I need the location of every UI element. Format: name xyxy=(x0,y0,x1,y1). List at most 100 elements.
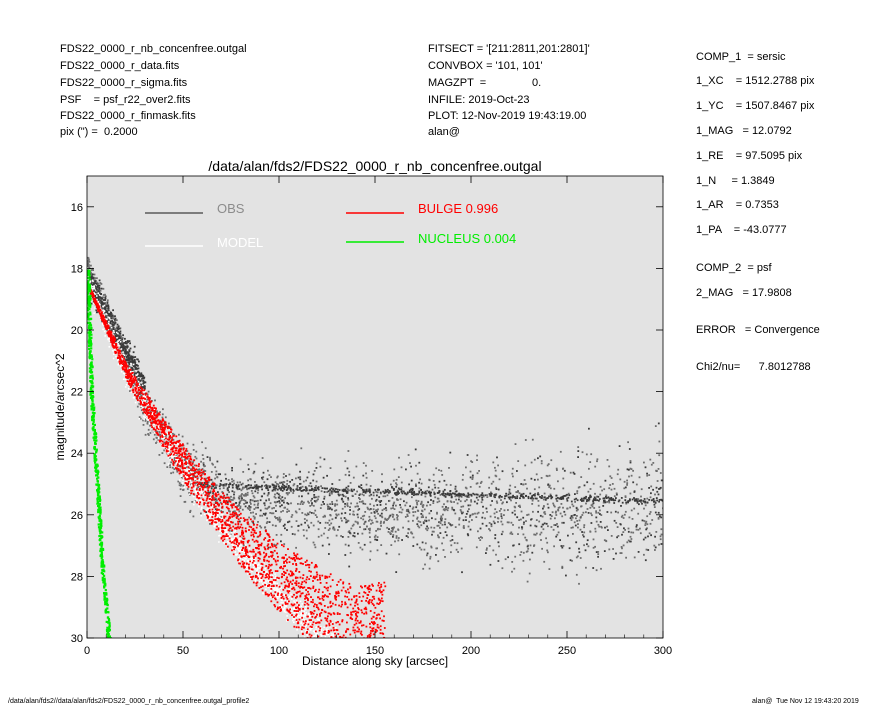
obs-point xyxy=(141,377,144,380)
obs-point xyxy=(421,514,424,517)
obs-point xyxy=(231,484,234,486)
obs-point xyxy=(503,514,505,516)
obs-point xyxy=(429,504,432,506)
model-point xyxy=(142,395,144,398)
obs-point xyxy=(290,516,293,518)
model-point xyxy=(131,371,134,373)
obs-point xyxy=(170,461,173,464)
obs-point xyxy=(508,497,511,500)
obs-point xyxy=(623,487,626,490)
obs-point xyxy=(121,338,123,341)
obs-point xyxy=(416,543,419,546)
obs-point xyxy=(295,477,297,480)
obs-point xyxy=(278,516,281,519)
obs-point xyxy=(585,511,587,514)
obs-point xyxy=(627,530,630,533)
obs-point xyxy=(396,514,398,516)
obs-point xyxy=(142,386,144,389)
obs-point xyxy=(161,416,164,419)
obs-point xyxy=(160,442,163,445)
obs-point xyxy=(501,470,504,473)
obs-point xyxy=(599,509,601,512)
obs-point xyxy=(470,494,473,497)
obs-point xyxy=(124,342,127,345)
obs-point xyxy=(87,263,89,266)
obs-point xyxy=(114,328,117,330)
obs-point xyxy=(449,539,452,542)
obs-point xyxy=(238,488,241,490)
obs-point xyxy=(398,456,400,459)
obs-point xyxy=(627,468,630,471)
obs-point xyxy=(516,495,519,498)
obs-point xyxy=(627,441,629,444)
obs-point xyxy=(282,510,284,512)
obs-point xyxy=(214,466,217,469)
model-point xyxy=(249,564,252,566)
model-point xyxy=(232,539,234,541)
obs-point xyxy=(658,499,661,501)
model-point xyxy=(148,395,150,397)
obs-point xyxy=(98,290,100,292)
obs-point xyxy=(513,509,516,512)
obs-point xyxy=(437,536,440,538)
obs-point xyxy=(112,323,114,326)
obs-point xyxy=(202,509,205,511)
obs-point xyxy=(401,492,404,495)
obs-point xyxy=(222,487,225,489)
obs-point xyxy=(495,553,497,556)
model-point xyxy=(120,356,123,359)
bulge-point xyxy=(166,425,169,428)
model-point xyxy=(220,518,222,521)
obs-point xyxy=(215,473,217,476)
obs-point xyxy=(446,526,449,529)
obs-point xyxy=(101,300,103,303)
obs-point xyxy=(391,530,394,533)
obs-point xyxy=(336,490,338,493)
obs-point xyxy=(561,566,564,569)
obs-point xyxy=(422,516,424,518)
obs-point xyxy=(495,488,498,490)
obs-point xyxy=(493,522,496,525)
obs-point xyxy=(294,533,296,536)
model-point xyxy=(304,614,306,617)
model-point xyxy=(212,503,214,506)
model-point xyxy=(214,517,217,519)
obs-point xyxy=(444,493,447,495)
model-point xyxy=(234,553,237,556)
obs-point xyxy=(99,289,102,292)
obs-point xyxy=(374,534,377,537)
model-point xyxy=(193,503,195,506)
obs-point xyxy=(555,494,558,497)
model-point xyxy=(120,348,123,350)
model-point xyxy=(312,630,315,632)
model-point xyxy=(235,536,237,538)
model-point xyxy=(326,641,328,643)
obs-point xyxy=(228,523,231,526)
model-point xyxy=(332,644,334,646)
model-point xyxy=(334,620,337,622)
obs-point xyxy=(492,480,495,483)
obs-point xyxy=(397,490,399,493)
obs-point xyxy=(143,381,146,383)
obs-point xyxy=(600,567,602,570)
obs-point xyxy=(481,522,484,525)
obs-point xyxy=(461,478,464,481)
model-point xyxy=(176,458,178,460)
model-point xyxy=(107,322,110,325)
obs-point xyxy=(316,487,319,490)
obs-point xyxy=(574,493,576,495)
obs-point xyxy=(548,486,551,488)
obs-point xyxy=(193,464,196,467)
obs-point xyxy=(226,493,229,496)
obs-point xyxy=(299,470,301,473)
obs-point xyxy=(95,291,97,294)
model-point xyxy=(255,562,257,564)
model-point xyxy=(274,587,276,589)
obs-point xyxy=(312,524,315,527)
obs-point xyxy=(603,488,606,491)
obs-point xyxy=(384,517,387,520)
obs-point xyxy=(517,460,520,462)
obs-point xyxy=(466,510,469,513)
obs-point xyxy=(371,497,373,500)
obs-point xyxy=(258,485,261,488)
